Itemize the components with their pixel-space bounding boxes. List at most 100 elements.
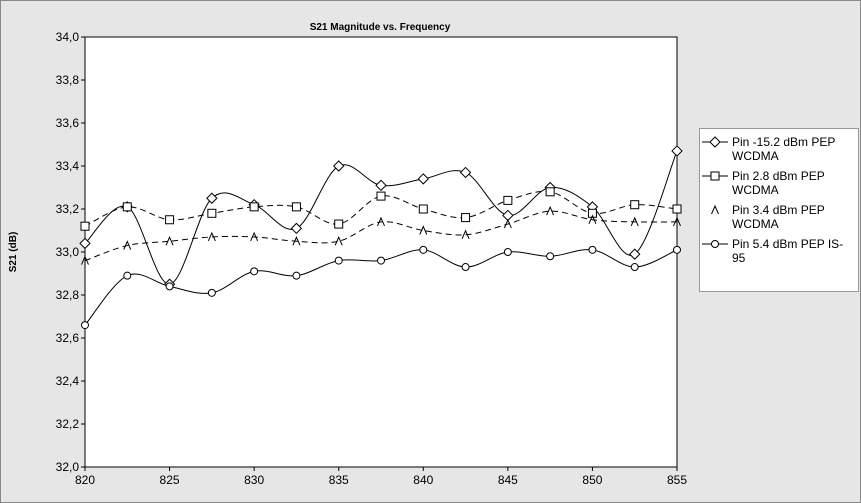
data-point <box>461 229 470 240</box>
data-point <box>588 245 597 254</box>
legend-swatch <box>711 204 719 215</box>
legend-swatch <box>702 240 728 248</box>
data-point <box>546 252 555 261</box>
legend-item: Pin 2.8 dBm PEP WCDMA <box>702 169 856 197</box>
data-point <box>375 179 387 192</box>
data-point <box>503 218 512 229</box>
data-point <box>587 208 597 218</box>
y-tick-label: 32,6 <box>56 331 80 345</box>
data-point <box>630 200 640 210</box>
data-point <box>673 245 681 254</box>
data-point <box>546 205 555 216</box>
x-tick-label: 835 <box>329 473 349 487</box>
data-point <box>250 267 259 276</box>
x-tick-label: 825 <box>160 473 180 487</box>
legend-label: Pin 3.4 dBm PEP WCDMA <box>732 203 825 231</box>
series-line <box>84 210 678 262</box>
legend-item: Pin -15.2 dBm PEP WCDMA <box>702 135 856 163</box>
data-point <box>81 321 89 330</box>
data-point <box>630 216 639 227</box>
data-point <box>503 248 512 256</box>
y-tick-label: 32,4 <box>56 374 80 388</box>
data-point <box>165 215 175 225</box>
series <box>81 205 681 265</box>
data-point <box>419 245 428 254</box>
data-point <box>545 187 555 197</box>
series <box>81 245 681 330</box>
data-point <box>377 216 385 227</box>
data-point <box>459 166 472 179</box>
y-tick-label: 32,8 <box>56 288 80 302</box>
data-point <box>291 202 301 212</box>
data-point <box>206 192 218 204</box>
legend-label: Pin 5.4 dBm PEP IS-95 <box>732 237 844 265</box>
data-point <box>334 256 343 265</box>
data-point <box>79 237 91 250</box>
y-axis-label: S21 (dB) <box>8 232 19 273</box>
data-point <box>333 160 345 172</box>
data-point <box>165 282 174 291</box>
y-tick-label: 33,4 <box>56 159 80 173</box>
x-tick-label: 855 <box>667 473 687 487</box>
x-tick-label: 845 <box>498 473 518 487</box>
data-point <box>503 195 513 205</box>
y-tick-label: 33,6 <box>56 116 80 130</box>
data-point <box>165 236 174 246</box>
legend-swatch <box>702 171 728 181</box>
x-tick-label: 850 <box>582 473 602 487</box>
x-tick-label: 830 <box>244 473 264 487</box>
data-point <box>630 263 639 272</box>
legend-marker <box>709 136 721 148</box>
data-point <box>588 214 597 224</box>
data-point <box>671 145 683 157</box>
data-point <box>418 204 428 214</box>
y-tick-label: 33,0 <box>56 245 80 259</box>
data-point <box>377 256 385 265</box>
plot-area <box>84 36 678 468</box>
series-line <box>84 190 678 227</box>
data-point <box>419 225 428 235</box>
data-point <box>249 202 259 212</box>
data-point <box>123 240 132 250</box>
data-point <box>292 236 301 246</box>
data-point <box>81 255 89 265</box>
data-point <box>461 213 471 223</box>
legend-marker <box>711 204 719 215</box>
legend-item: Pin 3.4 dBm PEP WCDMA <box>702 203 856 231</box>
legend-marker <box>711 240 719 248</box>
data-point <box>673 216 681 227</box>
y-tick-label: 32,2 <box>56 417 80 431</box>
chart-title: S21 Magnitude vs. Frequency <box>310 22 451 33</box>
data-point <box>629 248 641 260</box>
y-tick-label: 33,2 <box>56 202 80 216</box>
data-point <box>207 288 216 297</box>
y-tick-label: 32,0 <box>56 460 80 474</box>
data-point <box>334 219 344 229</box>
y-tick-label: 33,8 <box>56 73 80 87</box>
data-point <box>80 221 90 231</box>
legend-label: Pin 2.8 dBm PEP WCDMA <box>732 169 825 197</box>
legend-swatch <box>702 136 728 148</box>
data-point <box>334 236 343 246</box>
series <box>80 187 682 231</box>
data-point <box>417 173 429 185</box>
data-point <box>292 271 301 280</box>
data-point <box>376 191 386 201</box>
data-point <box>290 222 303 235</box>
legend-marker <box>710 171 720 181</box>
data-point <box>250 231 259 242</box>
y-tick-label: 34,0 <box>56 30 80 44</box>
data-point <box>122 202 132 212</box>
data-point <box>672 204 682 214</box>
legend-label: Pin -15.2 dBm PEP WCDMA <box>732 135 836 163</box>
data-point <box>207 231 216 242</box>
x-tick-label: 820 <box>75 473 95 487</box>
data-point <box>207 208 217 218</box>
legend: Pin -15.2 dBm PEP WCDMA Pin 2.8 dBm PEP W… <box>699 128 859 292</box>
legend-item: Pin 5.4 dBm PEP IS-95 <box>702 237 856 265</box>
x-tick-label: 840 <box>413 473 433 487</box>
data-point <box>123 271 132 280</box>
data-point <box>461 263 470 272</box>
